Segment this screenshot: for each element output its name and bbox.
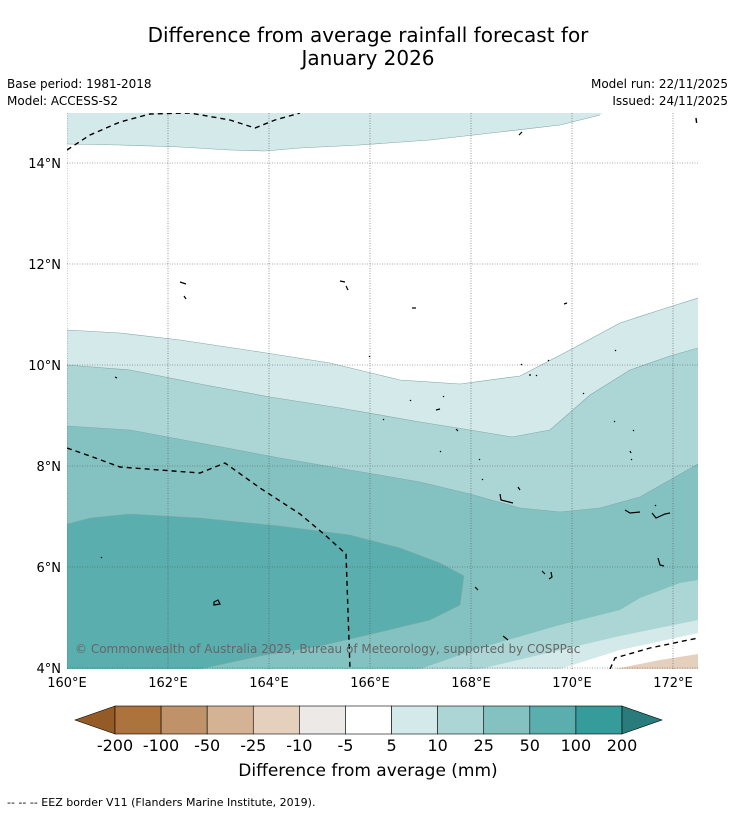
colorbar-segment bbox=[206, 705, 254, 735]
lat-labels: 14°N 12°N 10°N 8°N 6°N 4°N bbox=[28, 157, 61, 677]
lat-label: 6°N bbox=[37, 561, 62, 576]
colorbar-tick-label: 200 bbox=[606, 736, 638, 755]
copyright-text: © Commonwealth of Australia 2025, Bureau… bbox=[75, 642, 580, 656]
colorbar-segment bbox=[114, 705, 162, 735]
lon-label: 160°E bbox=[47, 676, 87, 691]
lon-label: 166°E bbox=[350, 676, 390, 691]
colorbar-tick-label: -10 bbox=[286, 736, 313, 755]
colorbar-tick-label: -50 bbox=[194, 736, 221, 755]
colorbar-tick-label: 50 bbox=[519, 736, 540, 755]
lon-labels: 160°E 162°E 164°E 166°E 168°E 170°E 172°… bbox=[47, 676, 693, 691]
lon-label: 162°E bbox=[148, 676, 188, 691]
map-area: © Commonwealth of Australia 2025, Bureau… bbox=[67, 113, 698, 669]
contour-bottom-dry bbox=[615, 654, 698, 669]
colorbar-arrow-high bbox=[621, 705, 663, 735]
colorbar-title: Difference from average (mm) bbox=[238, 761, 498, 781]
title-line-2: January 2026 bbox=[301, 46, 435, 70]
base-period: Base period: 1981-2018 bbox=[7, 77, 152, 91]
colorbar-tick-label: -200 bbox=[96, 736, 134, 755]
lat-label: 4°N bbox=[37, 662, 62, 677]
model-name: Model: ACCESS-S2 bbox=[7, 94, 119, 108]
contour-50-100 bbox=[67, 514, 464, 669]
colorbar-tick-label: -25 bbox=[240, 736, 267, 755]
lon-label: 164°E bbox=[249, 676, 289, 691]
colorbar-tick-label: -5 bbox=[337, 736, 354, 755]
colorbar-segment bbox=[252, 705, 300, 735]
lon-label: 168°E bbox=[451, 676, 491, 691]
contour-lines bbox=[67, 114, 698, 669]
colorbar bbox=[74, 705, 663, 735]
colorbar-segment bbox=[299, 705, 346, 735]
colorbar-tick-label: 100 bbox=[560, 736, 592, 755]
contour-top-band bbox=[67, 113, 602, 151]
eez-borders bbox=[67, 113, 698, 669]
colorbar-segment bbox=[437, 705, 485, 735]
lat-label: 10°N bbox=[28, 359, 61, 374]
eez-footnote: -- -- -- EEZ border V11 (Flanders Marine… bbox=[7, 796, 316, 809]
colorbar-arrow-low bbox=[74, 705, 116, 735]
colorbar-tick-label: 10 bbox=[427, 736, 448, 755]
lon-label: 170°E bbox=[552, 676, 592, 691]
colorbar-tick-label: 5 bbox=[386, 736, 397, 755]
colorbar-tick-label: -100 bbox=[142, 736, 180, 755]
colorbar-segment bbox=[483, 705, 531, 735]
title-line-1: Difference from average rainfall forecas… bbox=[147, 23, 589, 47]
model-run: Model run: 22/11/2025 bbox=[590, 77, 728, 91]
graticule bbox=[67, 113, 698, 669]
islands bbox=[100, 131, 671, 641]
colorbar-segment bbox=[391, 705, 438, 735]
colorbar-tick-label: 25 bbox=[473, 736, 494, 755]
lat-label: 14°N bbox=[28, 157, 61, 172]
lat-label: 8°N bbox=[37, 460, 62, 475]
lat-label: 12°N bbox=[28, 258, 61, 273]
colorbar-segment bbox=[529, 705, 577, 735]
colorbar-segment bbox=[575, 705, 623, 735]
lon-label: 172°E bbox=[653, 676, 693, 691]
colorbar-segment bbox=[160, 705, 208, 735]
issued-date: Issued: 24/11/2025 bbox=[612, 94, 728, 108]
colorbar-segment bbox=[345, 705, 392, 735]
